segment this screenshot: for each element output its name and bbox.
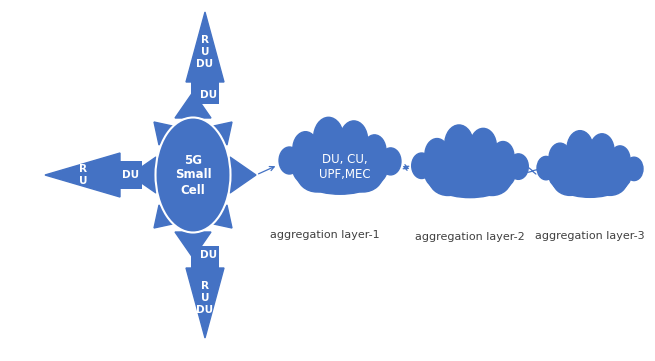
Polygon shape xyxy=(175,232,211,258)
Ellipse shape xyxy=(549,155,631,197)
Ellipse shape xyxy=(343,156,383,192)
Text: aggregation layer-2: aggregation layer-2 xyxy=(415,232,525,242)
Ellipse shape xyxy=(549,143,571,173)
Ellipse shape xyxy=(293,145,387,194)
Ellipse shape xyxy=(473,161,512,196)
Polygon shape xyxy=(154,205,177,228)
Polygon shape xyxy=(130,157,156,193)
Polygon shape xyxy=(209,122,232,145)
Ellipse shape xyxy=(155,117,231,232)
Polygon shape xyxy=(154,122,177,145)
Ellipse shape xyxy=(508,154,529,179)
Polygon shape xyxy=(45,153,120,197)
Ellipse shape xyxy=(363,135,386,166)
Ellipse shape xyxy=(593,164,627,195)
Ellipse shape xyxy=(340,121,367,159)
Ellipse shape xyxy=(314,117,343,159)
Polygon shape xyxy=(186,268,224,338)
Ellipse shape xyxy=(381,148,401,175)
Ellipse shape xyxy=(297,156,337,192)
Ellipse shape xyxy=(293,132,318,166)
FancyBboxPatch shape xyxy=(191,246,219,268)
Text: R
U: R U xyxy=(79,164,87,186)
Text: R
U
DU: R U DU xyxy=(196,35,214,69)
FancyBboxPatch shape xyxy=(191,82,219,104)
Polygon shape xyxy=(186,12,224,82)
Polygon shape xyxy=(230,157,256,193)
Ellipse shape xyxy=(625,157,643,180)
Text: DU: DU xyxy=(200,250,217,260)
Ellipse shape xyxy=(429,161,467,196)
Ellipse shape xyxy=(279,147,300,174)
Polygon shape xyxy=(175,92,211,118)
Ellipse shape xyxy=(425,139,449,171)
Text: aggregation layer-1: aggregation layer-1 xyxy=(270,230,380,240)
Ellipse shape xyxy=(567,131,593,166)
Ellipse shape xyxy=(610,146,630,173)
Polygon shape xyxy=(209,205,232,228)
Ellipse shape xyxy=(425,151,515,197)
FancyBboxPatch shape xyxy=(120,161,142,189)
Ellipse shape xyxy=(492,142,514,171)
Text: R
U
DU: R U DU xyxy=(196,282,214,314)
Ellipse shape xyxy=(445,125,474,164)
Ellipse shape xyxy=(412,153,432,178)
Text: aggregation layer-3: aggregation layer-3 xyxy=(535,231,645,241)
Ellipse shape xyxy=(553,164,588,195)
Ellipse shape xyxy=(590,134,614,166)
Text: 5G
Small
Cell: 5G Small Cell xyxy=(175,153,212,196)
Ellipse shape xyxy=(537,156,555,180)
Ellipse shape xyxy=(470,129,496,164)
Text: DU: DU xyxy=(122,170,140,180)
Text: DU, CU,
UPF,MEC: DU, CU, UPF,MEC xyxy=(319,153,371,181)
Text: DU: DU xyxy=(200,90,217,100)
